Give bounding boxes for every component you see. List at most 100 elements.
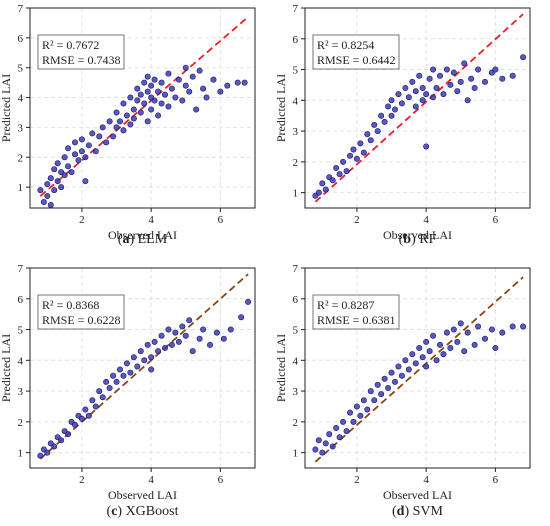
data-point <box>371 397 378 404</box>
data-point <box>141 100 148 107</box>
data-point <box>65 145 72 152</box>
data-point <box>433 357 440 364</box>
x-axis-label: Observed LAI <box>383 228 452 242</box>
data-point <box>155 112 162 119</box>
data-point <box>148 106 155 113</box>
plot-frame <box>29 267 256 469</box>
data-point <box>423 143 430 150</box>
data-point <box>151 76 158 83</box>
data-point <box>103 378 110 385</box>
data-point <box>130 354 137 361</box>
data-point <box>165 326 172 333</box>
data-point <box>162 91 169 98</box>
data-point <box>395 363 402 370</box>
data-point <box>481 335 488 342</box>
data-point <box>65 163 72 170</box>
data-point <box>210 76 217 83</box>
scatter-panel-a: 2 4 6 1 2 3 4 5 6 7 Observed LAI Predicted LAI R² = … <box>0 3 256 247</box>
data-point <box>113 378 120 385</box>
data-point <box>179 323 186 330</box>
data-point <box>333 165 340 172</box>
data-point <box>412 88 419 95</box>
data-point <box>340 158 347 165</box>
data-point <box>89 130 96 137</box>
data-point <box>426 348 433 355</box>
data-point <box>85 142 92 149</box>
data-point <box>200 85 207 92</box>
data-point <box>364 406 371 413</box>
data-point <box>454 88 461 95</box>
y-tick-label: 5 <box>293 325 299 337</box>
data-point <box>127 369 134 376</box>
data-point <box>322 440 329 447</box>
y-tick-label: 2 <box>18 417 24 429</box>
data-point <box>51 166 58 173</box>
data-point <box>134 363 141 370</box>
data-point <box>89 397 96 404</box>
data-point <box>61 154 68 161</box>
data-point <box>54 160 61 167</box>
data-point <box>200 326 207 333</box>
data-point <box>123 360 130 367</box>
data-point <box>416 72 423 79</box>
data-point <box>110 372 117 379</box>
data-point <box>416 344 423 351</box>
data-point <box>357 140 364 147</box>
y-tick-label: 4 <box>293 355 299 367</box>
data-point <box>213 329 220 336</box>
data-point <box>99 124 106 131</box>
data-point <box>54 178 61 185</box>
data-point <box>312 446 319 453</box>
scatter-panel-d: 2 4 6 1 2 3 4 5 6 7 Observed LAI Predicted LAI R² = … <box>274 263 531 519</box>
data-point <box>319 449 326 456</box>
rmse-text: RMSE = 0.7438 <box>42 53 120 67</box>
data-point <box>426 75 433 82</box>
x-tick-label: 4 <box>148 214 154 226</box>
data-point <box>457 320 464 327</box>
data-point <box>471 85 478 92</box>
data-point <box>227 326 234 333</box>
rmse-text: RMSE = 0.6228 <box>42 313 120 327</box>
data-point <box>148 82 155 89</box>
data-point <box>175 76 182 83</box>
data-point <box>461 60 468 67</box>
data-point <box>443 66 450 73</box>
data-point <box>175 338 182 345</box>
data-point <box>454 338 461 345</box>
data-point <box>353 155 360 162</box>
y-tick-label: 2 <box>18 152 24 164</box>
data-point <box>85 412 92 419</box>
panel-caption: (c) XGBoost <box>107 504 179 519</box>
y-tick-label: 3 <box>18 122 24 134</box>
y-tick-label: 7 <box>18 263 24 275</box>
y-tick-label: 6 <box>18 294 24 306</box>
data-point <box>520 54 527 61</box>
x-tick-label: 4 <box>423 474 429 486</box>
x-tick-label: 4 <box>423 214 429 226</box>
data-point <box>158 79 165 86</box>
data-point <box>419 97 426 104</box>
y-tick-label: 7 <box>293 3 299 15</box>
data-point <box>457 78 464 85</box>
data-point <box>189 73 196 80</box>
data-point <box>241 79 248 86</box>
data-point <box>471 341 478 348</box>
data-point <box>238 314 245 321</box>
data-point <box>168 85 175 92</box>
data-point <box>385 384 392 391</box>
data-point <box>402 357 409 364</box>
data-point <box>346 152 353 159</box>
data-point <box>58 437 65 444</box>
data-point <box>172 94 179 101</box>
data-point <box>329 177 336 184</box>
data-point <box>378 391 385 398</box>
scatter-panel-b: 2 4 6 1 2 3 4 5 6 7 Observed LAI Predicted LAI R² = … <box>274 3 531 247</box>
data-point <box>343 428 350 435</box>
data-point <box>110 133 117 140</box>
x-tick-label: 6 <box>493 474 499 486</box>
data-point <box>357 412 364 419</box>
data-point <box>402 85 409 92</box>
data-point <box>430 94 437 101</box>
data-point <box>165 70 172 77</box>
data-point <box>168 341 175 348</box>
